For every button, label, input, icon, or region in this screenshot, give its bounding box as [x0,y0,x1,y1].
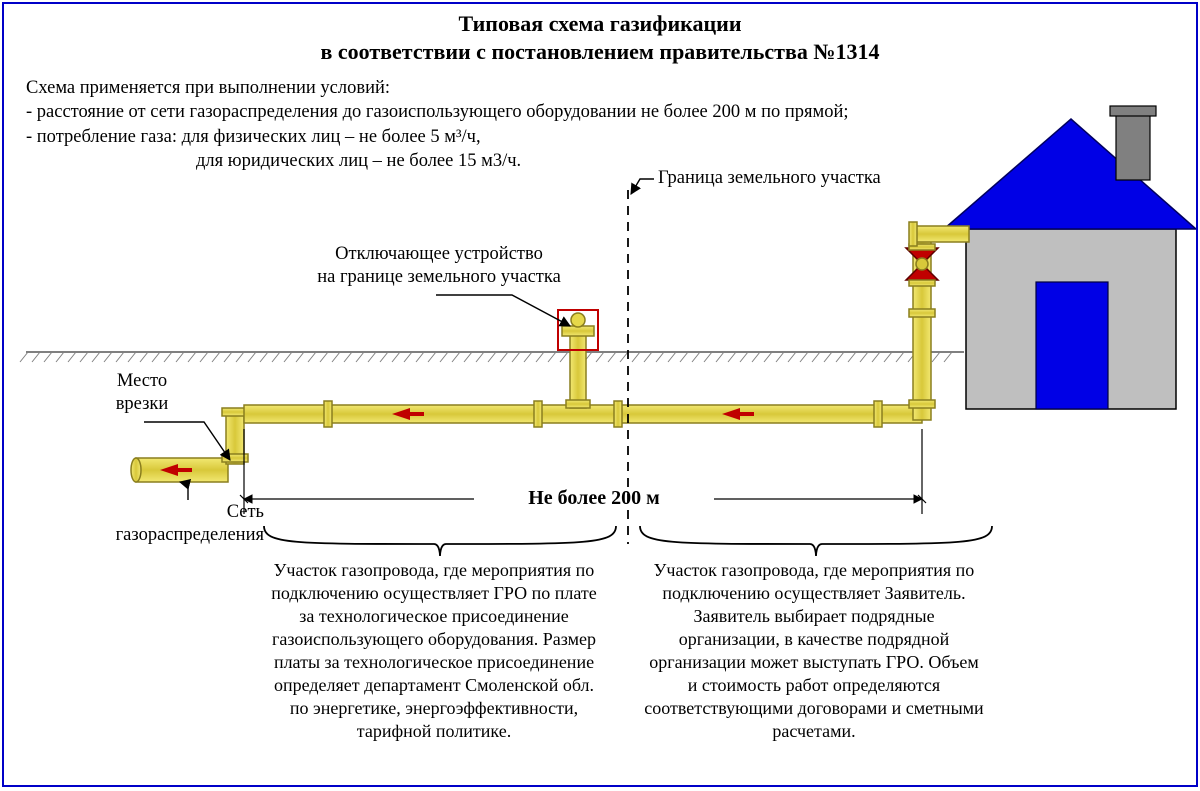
callout-shutoff: Отключающее устройство на границе земель… [294,243,584,289]
callout-shutoff-l2: на границе земельного участка [317,267,561,287]
brace-text-right: Участок газопровода, где мероприятия по … [644,559,984,743]
callout-tapin-l1: Место [117,371,167,391]
brace-right [640,526,992,556]
brace-left [264,526,616,556]
brace-text-left: Участок газопровода, где мероприятия по … [269,559,599,743]
flow-arrow-icon [722,408,754,420]
title-line2: в соответствии с постановлением правител… [321,39,880,64]
cond-2a: - потребление газа: для физических лиц –… [26,125,849,149]
label-network-l2: газораспределения [116,525,264,545]
cond-intro: Схема применяется при выполнении условий… [26,76,849,100]
dimension-label: Не более 200 м [484,487,704,510]
callout-boundary: Граница земельного участка [658,167,938,190]
valve-icon [906,244,938,286]
shutoff-box-icon [558,310,598,350]
title-line1: Типовая схема газификации [458,11,741,36]
callout-tapin-l2: врезки [116,394,169,414]
conditions-block: Схема применяется при выполнении условий… [26,76,849,174]
label-network-l1: Сеть [227,502,264,522]
callout-leaders [144,179,654,500]
callout-tapin: Место врезки [102,370,182,416]
house-icon [944,106,1196,409]
callout-shutoff-l1: Отключающее устройство [335,244,543,264]
label-network: Сеть газораспределения [74,501,264,547]
flow-arrow-icon [392,408,424,420]
flow-arrow-icon [160,464,192,476]
ground-line [20,352,964,362]
cond-1: - расстояние от сети газораспределения д… [26,100,849,124]
